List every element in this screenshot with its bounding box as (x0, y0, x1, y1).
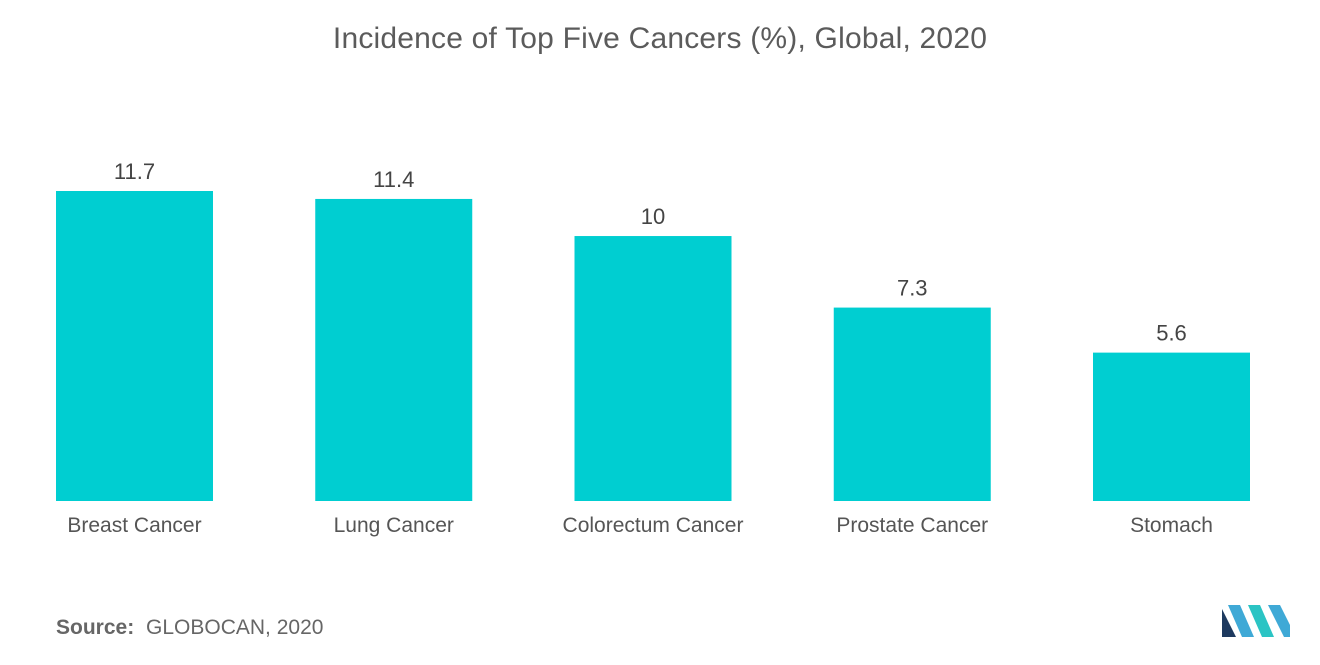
value-label: 10 (641, 204, 665, 229)
bar-lung-cancer (315, 198, 473, 501)
bars-group (56, 191, 1250, 502)
value-labels-group: 11.7 11.4 10 7.3 5.6 (114, 159, 1187, 346)
category-labels-group: Breast Cancer Lung Cancer Colorectum Cance… (67, 514, 1213, 537)
bar-breast-cancer (56, 191, 213, 501)
bar-stomach (1093, 352, 1250, 501)
bar-colorectum-cancer (574, 236, 732, 502)
mordor-intelligence-logo-icon (1222, 605, 1290, 637)
category-label: Prostate Cancer (836, 514, 988, 537)
source-label: Source: (56, 616, 135, 639)
category-label: Lung Cancer (334, 514, 454, 537)
source-note: Source: GLOBOCAN, 2020 (56, 616, 323, 640)
source-text: GLOBOCAN, 2020 (146, 616, 324, 639)
value-label: 5.6 (1156, 321, 1187, 346)
category-label: Stomach (1130, 514, 1213, 537)
value-label: 7.3 (897, 276, 928, 301)
value-label: 11.4 (373, 167, 414, 192)
category-label: Colorectum Cancer (563, 514, 744, 537)
chart-title: Incidence of Top Five Cancers (%), Globa… (332, 22, 988, 55)
category-label: Breast Cancer (67, 514, 201, 537)
bar-prostate-cancer (833, 307, 991, 501)
value-label: 11.7 (114, 159, 155, 184)
